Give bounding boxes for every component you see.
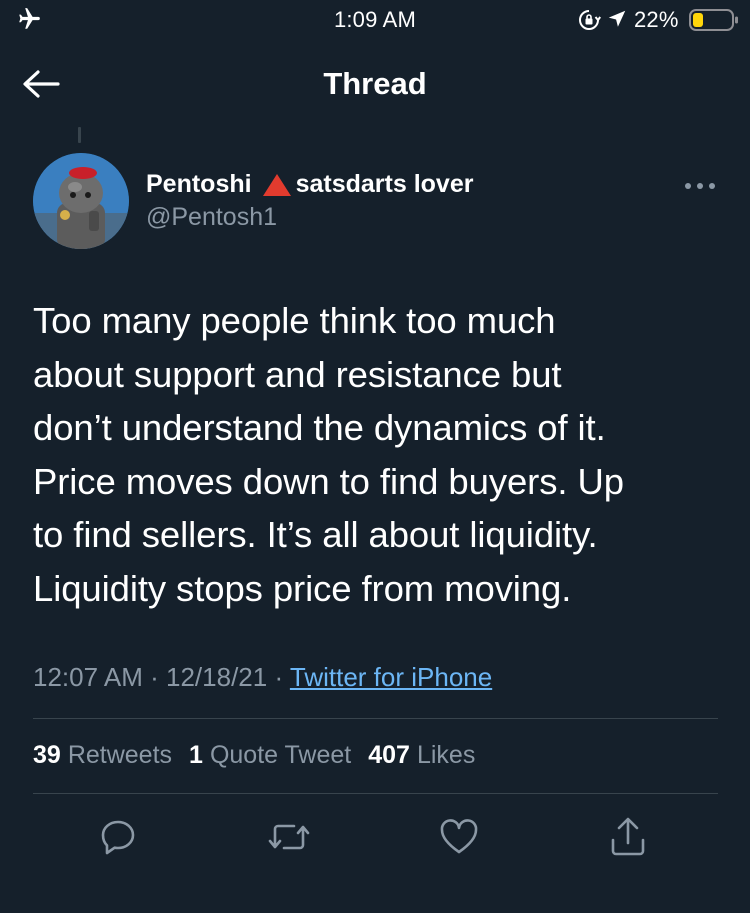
tweet-text-line: to find sellers. It’s all about liquidit… bbox=[33, 514, 598, 555]
tweet-text-line: Liquidity stops price from moving. bbox=[33, 567, 572, 609]
tweet-text-line: about support and resistance but bbox=[33, 353, 562, 395]
avatar[interactable] bbox=[33, 153, 129, 249]
status-time: 1:09 AM bbox=[333, 7, 417, 32]
quote-tweets-stat[interactable]: 1 Quote Tweet bbox=[189, 741, 351, 770]
location-icon bbox=[608, 10, 626, 27]
avatar-robot-image bbox=[33, 153, 129, 249]
like-button[interactable] bbox=[437, 815, 481, 859]
author-handle[interactable]: @Pentosh1 bbox=[146, 203, 278, 231]
retweets-label: Retweets bbox=[67, 741, 173, 769]
airplane-icon bbox=[19, 8, 40, 29]
retweets-count: 39 bbox=[33, 741, 61, 769]
meta-separator: · bbox=[150, 662, 159, 692]
battery-icon bbox=[689, 9, 738, 31]
author-display-name[interactable]: Pentoshi satsdarts lover bbox=[146, 170, 473, 199]
quotes-label: Quote Tweet bbox=[209, 741, 352, 769]
tweet-date: 12/18/21 bbox=[166, 662, 268, 692]
retweet-icon bbox=[268, 824, 310, 850]
share-button[interactable] bbox=[606, 815, 650, 859]
battery-percent: 22% bbox=[634, 7, 679, 32]
retweets-stat[interactable]: 39 Retweets bbox=[33, 741, 172, 770]
divider bbox=[33, 718, 718, 719]
divider bbox=[33, 793, 718, 794]
reply-icon bbox=[101, 820, 135, 855]
tweet-meta: 12:07 AM · 12/18/21 · Twitter for iPhone bbox=[33, 662, 492, 693]
retweet-button[interactable] bbox=[267, 815, 311, 859]
reply-button[interactable] bbox=[96, 815, 140, 859]
author-name-part2: satsdarts lover bbox=[295, 170, 474, 198]
tweet-time: 12:07 AM bbox=[33, 662, 143, 692]
back-button[interactable] bbox=[18, 62, 64, 106]
likes-count: 407 bbox=[368, 741, 410, 769]
thread-connector-line bbox=[78, 127, 81, 143]
more-options-button[interactable] bbox=[680, 176, 720, 196]
rotation-lock-icon bbox=[579, 10, 601, 30]
status-bar: 1:09 AM 22% bbox=[0, 0, 750, 40]
tweet-text: Too many people think too much about sup… bbox=[33, 294, 733, 615]
more-dots-icon bbox=[685, 183, 715, 189]
page-title: Thread bbox=[323, 66, 427, 101]
engagement-stats: 39 Retweets 1 Quote Tweet 407 Likes bbox=[33, 741, 492, 770]
tweet-text-line: Too many people think too much bbox=[33, 300, 556, 341]
tweet-text-line: don’t understand the dynamics of it. bbox=[33, 407, 606, 448]
meta-separator: · bbox=[274, 662, 284, 692]
tweet-source-link[interactable]: Twitter for iPhone bbox=[289, 662, 493, 692]
likes-label: Likes bbox=[416, 741, 476, 769]
back-arrow-icon bbox=[23, 70, 60, 98]
likes-stat[interactable]: 407 Likes bbox=[368, 741, 475, 770]
quotes-count: 1 bbox=[189, 741, 203, 769]
warning-triangle-icon bbox=[262, 173, 291, 196]
share-icon bbox=[611, 817, 645, 856]
author-name-part1: Pentoshi bbox=[146, 170, 252, 198]
like-icon bbox=[440, 819, 478, 854]
tweet-text-line: Price moves down to find buyers. Up bbox=[33, 460, 624, 502]
